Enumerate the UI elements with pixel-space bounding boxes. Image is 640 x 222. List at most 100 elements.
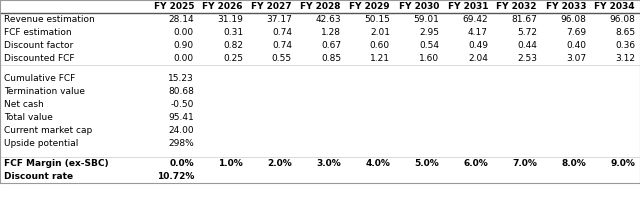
Text: 0.82: 0.82 xyxy=(223,41,243,50)
Text: 0.74: 0.74 xyxy=(272,28,292,37)
Text: Revenue estimation: Revenue estimation xyxy=(4,15,95,24)
Bar xyxy=(344,170,393,183)
Bar xyxy=(197,13,246,26)
Bar xyxy=(491,0,540,13)
Bar xyxy=(197,111,246,124)
Bar xyxy=(540,157,589,170)
Bar xyxy=(197,85,246,98)
Text: FY 2029: FY 2029 xyxy=(349,2,390,11)
Bar xyxy=(0,111,148,124)
Bar xyxy=(197,39,246,52)
Bar xyxy=(442,0,491,13)
Bar xyxy=(246,124,295,137)
Text: 0.90: 0.90 xyxy=(174,41,194,50)
Bar xyxy=(295,52,344,65)
Bar xyxy=(540,137,589,150)
Bar xyxy=(491,170,540,183)
Text: Discounted FCF: Discounted FCF xyxy=(4,54,74,63)
Bar xyxy=(0,98,148,111)
Bar xyxy=(0,26,148,39)
Text: 0.36: 0.36 xyxy=(615,41,635,50)
Bar xyxy=(246,0,295,13)
Text: 95.41: 95.41 xyxy=(168,113,194,122)
Text: 0.00: 0.00 xyxy=(174,54,194,63)
Bar xyxy=(246,98,295,111)
Bar xyxy=(0,13,148,26)
Text: 50.15: 50.15 xyxy=(364,15,390,24)
Bar xyxy=(0,170,148,183)
Text: 9.0%: 9.0% xyxy=(610,159,635,168)
Text: 2.04: 2.04 xyxy=(468,54,488,63)
Text: 0.49: 0.49 xyxy=(468,41,488,50)
Bar xyxy=(246,13,295,26)
Text: Discount rate: Discount rate xyxy=(4,172,73,181)
Bar xyxy=(0,137,148,150)
Bar xyxy=(197,98,246,111)
Text: 81.67: 81.67 xyxy=(511,15,537,24)
Bar xyxy=(491,52,540,65)
Bar xyxy=(148,111,197,124)
Text: 3.12: 3.12 xyxy=(615,54,635,63)
Text: FY 2034: FY 2034 xyxy=(595,2,635,11)
Bar xyxy=(442,124,491,137)
Bar xyxy=(148,39,197,52)
Text: 96.08: 96.08 xyxy=(560,15,586,24)
Bar xyxy=(442,111,491,124)
Bar xyxy=(0,157,148,170)
Bar xyxy=(589,170,638,183)
Bar xyxy=(197,170,246,183)
Bar xyxy=(393,137,442,150)
Bar xyxy=(442,85,491,98)
Text: FY 2031: FY 2031 xyxy=(447,2,488,11)
Bar xyxy=(491,124,540,137)
Bar xyxy=(491,39,540,52)
Text: 1.0%: 1.0% xyxy=(218,159,243,168)
Bar xyxy=(344,85,393,98)
Bar xyxy=(148,157,197,170)
Text: 0.67: 0.67 xyxy=(321,41,341,50)
Text: Upside potential: Upside potential xyxy=(4,139,78,148)
Bar xyxy=(148,72,197,85)
Text: 2.95: 2.95 xyxy=(419,28,439,37)
Text: 69.42: 69.42 xyxy=(462,15,488,24)
Bar xyxy=(491,13,540,26)
Text: 5.0%: 5.0% xyxy=(414,159,439,168)
Bar xyxy=(148,85,197,98)
Text: 80.68: 80.68 xyxy=(168,87,194,96)
Bar xyxy=(442,98,491,111)
Bar xyxy=(589,72,638,85)
Text: Termination value: Termination value xyxy=(4,87,85,96)
Bar xyxy=(295,39,344,52)
Bar xyxy=(295,85,344,98)
Bar xyxy=(197,137,246,150)
Bar xyxy=(393,85,442,98)
Bar xyxy=(0,0,148,13)
Text: 42.63: 42.63 xyxy=(316,15,341,24)
Bar xyxy=(540,72,589,85)
Text: Current market cap: Current market cap xyxy=(4,126,92,135)
Bar xyxy=(148,52,197,65)
Bar xyxy=(393,26,442,39)
Text: 31.19: 31.19 xyxy=(217,15,243,24)
Bar xyxy=(393,52,442,65)
Bar xyxy=(393,13,442,26)
Bar xyxy=(540,13,589,26)
Bar xyxy=(148,137,197,150)
Text: FY 2030: FY 2030 xyxy=(399,2,439,11)
Bar xyxy=(295,111,344,124)
Text: FY 2032: FY 2032 xyxy=(497,2,537,11)
Text: 96.08: 96.08 xyxy=(609,15,635,24)
Bar xyxy=(246,111,295,124)
Bar xyxy=(246,170,295,183)
Text: 4.0%: 4.0% xyxy=(365,159,390,168)
Text: Cumulative FCF: Cumulative FCF xyxy=(4,74,76,83)
Bar xyxy=(344,124,393,137)
Bar xyxy=(540,39,589,52)
Text: 7.69: 7.69 xyxy=(566,28,586,37)
Bar xyxy=(589,124,638,137)
Bar xyxy=(0,39,148,52)
Bar xyxy=(148,98,197,111)
Text: FCF estimation: FCF estimation xyxy=(4,28,72,37)
Bar xyxy=(0,72,148,85)
Bar xyxy=(148,0,197,13)
